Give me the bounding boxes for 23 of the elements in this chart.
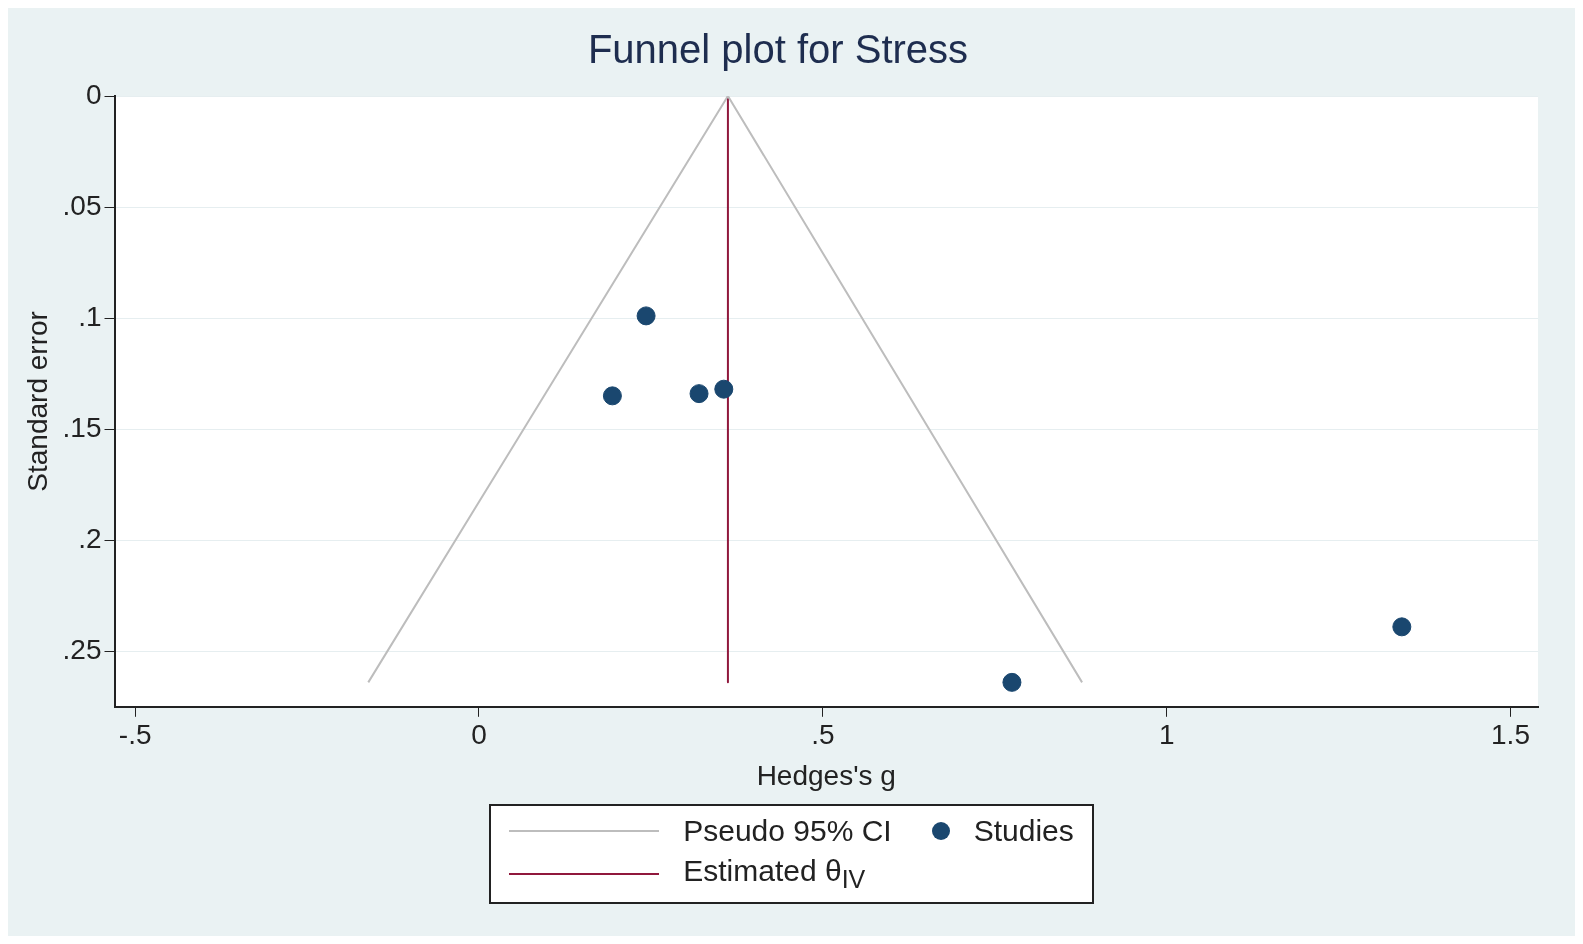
x-tick-label: 0	[471, 719, 487, 751]
y-axis-title: Standard error	[21, 311, 53, 492]
y-tick-label: .15	[62, 411, 102, 443]
x-tick-label: .5	[811, 719, 835, 751]
point	[1002, 672, 1022, 692]
x-tick-label: 1.5	[1491, 719, 1530, 751]
x-axis-title: Hedges's g	[756, 759, 896, 791]
point	[1392, 617, 1412, 637]
x-tick-label: 1	[1158, 719, 1175, 751]
point	[602, 386, 622, 406]
point	[689, 384, 709, 404]
y-tick-label: 0	[85, 78, 102, 110]
point	[636, 306, 656, 326]
legend-label: Estimated θ$_{IV}$	[683, 854, 866, 894]
y-tick-label: .1	[78, 300, 102, 332]
y-tick-label: .25	[62, 633, 102, 665]
legend-label: Pseudo 95% CI	[683, 814, 892, 848]
point	[714, 379, 734, 399]
y-tick-label: .2	[78, 522, 102, 554]
x-tick-label: -.5	[118, 719, 152, 751]
chart-title: Funnel plot for Stress	[587, 27, 969, 72]
legend-label: Studies	[973, 814, 1074, 848]
y-tick-label: .05	[62, 189, 102, 221]
